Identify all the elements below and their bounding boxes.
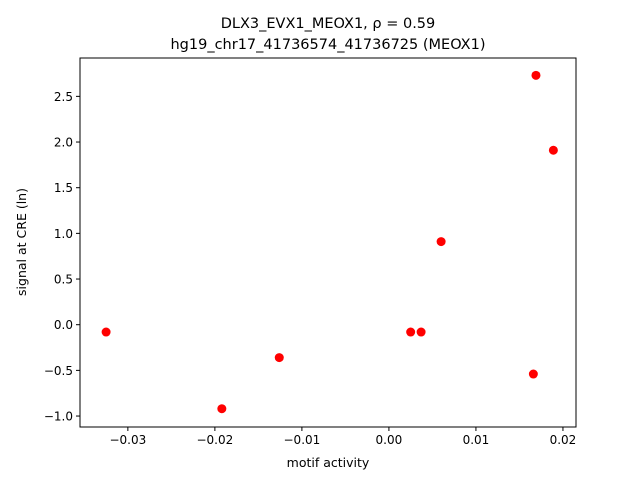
x-tick-label: 0.01 (463, 433, 490, 447)
x-axis-ticks: −0.03 −0.02 −0.01 0.00 0.01 0.02 (109, 427, 576, 447)
data-point (101, 327, 111, 337)
x-tick-label: 0.02 (550, 433, 577, 447)
y-tick-label: 1.0 (54, 227, 73, 241)
chart-title-line2: hg19_chr17_41736574_41736725 (MEOX1) (170, 37, 485, 53)
y-tick-label: 1.5 (54, 181, 73, 195)
y-tick-label: 0.0 (54, 318, 73, 332)
data-point (528, 369, 538, 379)
data-point (436, 237, 446, 247)
x-axis-label: motif activity (287, 455, 370, 470)
y-tick-label: −0.5 (44, 364, 73, 378)
chart-title-line1: DLX3_EVX1_MEOX1, ρ = 0.59 (221, 16, 436, 32)
y-axis-label: signal at CRE (ln) (14, 188, 29, 296)
y-tick-label: 2.0 (54, 136, 73, 150)
x-tick-label: −0.03 (109, 433, 146, 447)
data-point (217, 404, 227, 414)
y-tick-label: 0.5 (54, 273, 73, 287)
data-points (101, 70, 558, 414)
x-tick-label: 0.00 (376, 433, 403, 447)
y-tick-label: −1.0 (44, 410, 73, 424)
y-axis-ticks: −1.0 −0.5 0.0 0.5 1.0 1.5 2.0 2.5 (44, 90, 80, 424)
x-tick-label: −0.01 (284, 433, 321, 447)
plot-frame (79, 57, 577, 428)
data-point (406, 327, 416, 337)
data-point (416, 327, 426, 337)
x-tick-label: −0.02 (196, 433, 233, 447)
y-tick-label: 2.5 (54, 90, 73, 104)
data-point (531, 70, 541, 80)
data-point (274, 353, 284, 363)
data-point (548, 145, 558, 155)
